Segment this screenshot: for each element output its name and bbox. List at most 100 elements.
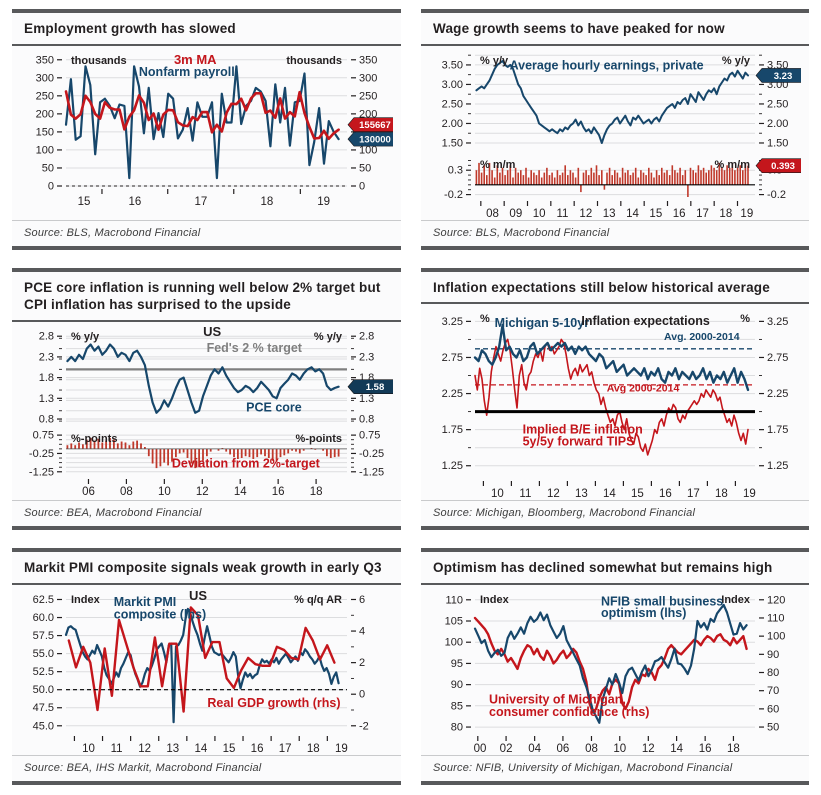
y-tick-label: 47.5 <box>33 702 54 714</box>
x-tick-label: 19 <box>743 488 756 500</box>
panel-top-rule <box>421 9 809 13</box>
y-tick-label: -0.2 <box>767 189 786 201</box>
y-tick-label: 100 <box>767 630 785 642</box>
x-tick-label: 16 <box>251 743 264 755</box>
x-tick-label: 17 <box>194 196 207 208</box>
y-tick-label: 2.8 <box>359 330 374 342</box>
y-tick-label: 1.8 <box>39 372 54 384</box>
y-tick-label: 3.25 <box>767 316 788 328</box>
x-tick-label: 12 <box>196 486 209 498</box>
title-rule <box>12 319 401 322</box>
series-implied-b-e-inflation-5y-5y-forward-tips <box>474 338 749 456</box>
y-tick-label: 120 <box>767 594 785 606</box>
y-axes: 1.25 1.75 2.25 2.75 3.25 % 1.25 1.75 2.25 2.75 3.2… <box>442 313 789 472</box>
x-tick-label: 14 <box>603 488 616 500</box>
source-note: Source: Michigan, Bloomberg, Macrobond F… <box>433 507 696 520</box>
y-tick-label: 3.50 <box>442 59 463 71</box>
panel-title: Inflation expectations still below histo… <box>433 279 770 295</box>
chart-markit-pmi: 45.0 47.5 50.0 52.5 55.0 57.5 60.0 62.5 Index -2 0… <box>12 585 401 755</box>
y-tick-label: 4 <box>359 625 365 637</box>
chart-block: 0.81.31.82.32.8% y/y0.81.31.82.32.8% y/y… <box>39 325 375 426</box>
series-annotation: Implied B/E inflation <box>523 422 643 436</box>
axis-unit-label: Index <box>480 594 510 606</box>
title-rule <box>421 43 809 46</box>
y-tick-label: 0 <box>48 180 54 192</box>
axis-unit-label: % q/q AR <box>294 594 342 606</box>
y-tick-label: 0.3 <box>448 164 463 176</box>
series-pce-core <box>66 343 340 414</box>
y-tick-label: 2.25 <box>767 388 788 400</box>
series-3m-ma <box>64 89 340 140</box>
y-tick-label: 0.8 <box>39 413 54 425</box>
series-nonfarm-payroll <box>64 64 340 179</box>
x-tick-label: 15 <box>78 196 91 208</box>
employment-chart-svg: 050100150200250300350thousands0501001502… <box>36 52 393 208</box>
y-tick-label: 0 <box>359 688 365 700</box>
series-annotation: Real GDP growth (rhs) <box>207 695 340 709</box>
badge-value: 155667 <box>359 120 391 131</box>
panel-title: Optimism has declined somewhat but remai… <box>433 560 773 576</box>
y-axes: 1.502.002.503.003.50% y/y1.502.002.503.0… <box>442 54 788 149</box>
series-annotation: Average hourly earnings, private <box>510 58 704 72</box>
axis-unit-label: % <box>480 313 490 325</box>
y-tick-label: 0.75 <box>359 429 380 441</box>
y-tick-label: 80 <box>451 721 463 733</box>
panel-markit-pmi: Markit PMI composite signals weak growth… <box>12 548 401 785</box>
axis-unit-label: thousands <box>71 55 127 67</box>
y-tick-label: 3.25 <box>442 316 463 328</box>
x-tick-label: 18 <box>307 743 320 755</box>
y-tick-label: -0.2 <box>444 189 463 201</box>
y-tick-label: 55.0 <box>33 648 54 660</box>
x-tick-label: 18 <box>719 208 732 220</box>
x-tick-label: 10 <box>82 743 95 755</box>
x-tick-label: 12 <box>579 208 592 220</box>
panel-bottom-rule <box>421 526 809 531</box>
panel-bottom-rule <box>12 245 401 250</box>
panel-employment: Employment growth has slowed 0 50 100 150 20… <box>12 9 401 250</box>
series-annotation: Markit PMI <box>114 595 177 609</box>
gridlines <box>475 598 755 728</box>
panel-title: PCE core inflation is running well below… <box>24 279 381 313</box>
series-university-of-michigan-consumer-confidence-rhs- <box>473 616 748 714</box>
y-tick-label: -1.25 <box>29 466 54 478</box>
y-tick-label: 1.3 <box>39 392 54 404</box>
panel-title: Employment growth has slowed <box>24 21 236 36</box>
optimism-chart-svg: 80 85 90 95 100 105 110 Index 50 60 70 80 90 100 110 12… <box>445 594 786 755</box>
y-tick-label: 110 <box>767 612 785 624</box>
axis-unit-label: thousands <box>286 55 342 67</box>
gridlines <box>475 54 755 144</box>
gridlines <box>66 335 347 422</box>
y-tick-label: 95 <box>451 658 463 670</box>
panel-bottom-rule <box>12 526 401 531</box>
x-tick-label: 12 <box>642 743 655 755</box>
series-annotation: Avg 2000-2014 <box>607 382 680 394</box>
axis-unit-label: %-points <box>296 433 342 445</box>
y-tick-label: 350 <box>36 54 54 66</box>
x-tick-label: 16 <box>659 488 672 500</box>
y-tick-label: 0.75 <box>33 429 54 441</box>
y-tick-label: 100 <box>359 144 377 156</box>
y-tick-label: 2 <box>359 657 365 669</box>
y-tick-label: 2.75 <box>767 352 788 364</box>
x-tick-label: 10 <box>613 743 626 755</box>
value-badge: 3.23 <box>755 67 801 83</box>
y-tick-label: 1.25 <box>442 460 463 472</box>
series-annotation: Deviation from 2%-target <box>172 456 321 470</box>
chart-block: 1.25 1.75 2.25 2.75 3.25 % 1.25 1.75 2.25 2.75 3.2… <box>442 313 789 472</box>
y-tick-label: 45.0 <box>33 720 54 732</box>
y-tick-label: 50 <box>42 162 54 174</box>
panel-wage-growth: Wage growth seems to have peaked for now… <box>421 9 809 250</box>
y-tick-label: 80 <box>767 667 779 679</box>
x-tick-label: 10 <box>533 208 546 220</box>
series-annotation: consumer confidence (rhs) <box>489 705 649 719</box>
chart-inflation-expectations: 1.25 1.75 2.25 2.75 3.25% 1.25 1.75 2.25 2.75 3.2… <box>421 304 809 500</box>
series-annotation: 3m MA <box>174 52 217 67</box>
y-tick-label: 2.50 <box>767 98 788 110</box>
x-tick-label: 11 <box>557 208 569 220</box>
panel-title: Wage growth seems to have peaked for now <box>433 21 725 36</box>
series-real-gdp-growth-rhs- <box>67 605 336 713</box>
series-annotation: US <box>189 588 207 603</box>
y-tick-label: 1.25 <box>767 460 788 472</box>
axis-unit-label: % <box>740 313 750 325</box>
y-tick-label: 1.75 <box>767 424 788 436</box>
